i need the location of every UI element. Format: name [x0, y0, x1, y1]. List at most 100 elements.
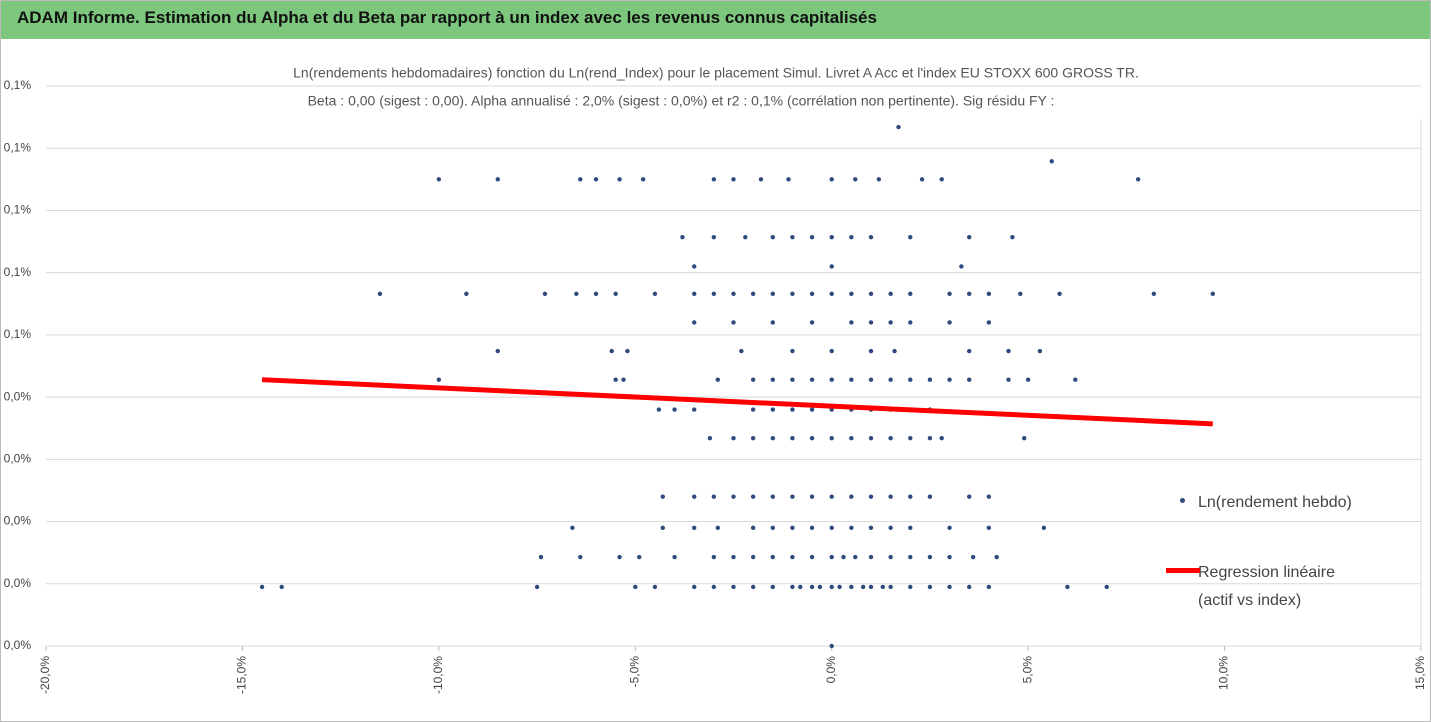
- scatter-point: [731, 177, 736, 182]
- regression-line: [261, 377, 1213, 427]
- scatter-point: [770, 377, 775, 382]
- x-tick-label: -20,0%: [38, 656, 52, 694]
- scatter-point: [829, 348, 834, 354]
- scatter-point: [809, 377, 815, 382]
- scatter-point: [640, 177, 646, 182]
- scatter-point: [798, 584, 803, 590]
- scatter-point: [672, 407, 677, 412]
- scatter-point: [829, 435, 834, 441]
- scatter-point: [908, 235, 913, 240]
- scatter-point: [750, 554, 756, 560]
- x-tick-label: 0,0%: [824, 656, 838, 684]
- scatter-point: [534, 584, 540, 590]
- scatter-point: [849, 584, 854, 590]
- scatter-point: [1025, 377, 1031, 382]
- scatter-point: [538, 554, 544, 560]
- scatter-point: [621, 377, 626, 382]
- scatter-point: [868, 291, 874, 297]
- scatter-point: [829, 525, 834, 530]
- scatter-point: [770, 320, 775, 325]
- scatter-point: [967, 584, 972, 590]
- scatter-point: [947, 584, 952, 590]
- scatter-point: [731, 554, 736, 560]
- scatter-point: [849, 525, 854, 530]
- scatter-point: [829, 235, 834, 240]
- scatter-point: [809, 235, 815, 240]
- scatter-point: [853, 177, 858, 182]
- scatter-point: [986, 584, 992, 590]
- scatter-point: [711, 235, 717, 240]
- scatter-point: [986, 525, 992, 530]
- scatter-point: [1010, 235, 1015, 240]
- scatter-point: [809, 291, 815, 297]
- scatter-point: [829, 494, 834, 499]
- scatter-point: [809, 320, 815, 325]
- scatter-point: [790, 435, 795, 441]
- scatter-point: [908, 554, 913, 560]
- scatter-point: [876, 177, 882, 182]
- scatter-point: [967, 291, 972, 297]
- scatter-point: [750, 494, 756, 499]
- scatter-point: [849, 435, 854, 441]
- scatter-point: [908, 525, 913, 530]
- scatter-point: [1210, 291, 1215, 297]
- scatter-point: [1135, 177, 1141, 182]
- scatter-point: [880, 584, 885, 590]
- scatter-point: [919, 177, 925, 182]
- y-tick-label: 0,0%: [4, 452, 32, 466]
- scatter-point: [927, 494, 933, 499]
- scatter-point: [617, 554, 622, 560]
- scatter-point: [888, 525, 893, 530]
- scatter-point: [750, 435, 756, 441]
- scatter-point: [896, 124, 901, 130]
- y-tick-label: 0,1%: [4, 265, 32, 279]
- scatter-point: [829, 643, 834, 649]
- scatter-point: [731, 320, 736, 325]
- scatter-point: [868, 235, 874, 240]
- scatter-point: [1151, 291, 1157, 297]
- scatter-point: [743, 235, 748, 240]
- scatter-point: [770, 494, 775, 499]
- scatter-point: [986, 494, 992, 499]
- scatter-point: [542, 291, 548, 297]
- scatter-point: [888, 291, 893, 297]
- legend-item: Ln(rendement hebdo): [1166, 489, 1396, 517]
- legend-label: Ln(rendement hebdo): [1198, 494, 1352, 511]
- scatter-point: [1018, 291, 1023, 297]
- scatter-point: [739, 348, 744, 354]
- x-tick-label: -15,0%: [235, 656, 249, 694]
- scatter-point: [711, 177, 717, 182]
- scatter-point: [1041, 525, 1047, 530]
- scatter-point: [570, 525, 575, 530]
- scatter-point: [1006, 348, 1011, 354]
- scatter-point: [868, 348, 874, 354]
- scatter-point: [633, 584, 638, 590]
- scatter-point: [652, 584, 658, 590]
- x-tick-label: 5,0%: [1020, 656, 1034, 684]
- scatter-point: [970, 554, 976, 560]
- scatter-point: [939, 435, 944, 441]
- scatter-point: [868, 435, 874, 441]
- scatter-point: [809, 525, 815, 530]
- scatter-point: [888, 584, 893, 590]
- scatter-point: [609, 348, 614, 354]
- scatter-point: [637, 554, 642, 560]
- x-tick-label: 15,0%: [1413, 656, 1427, 690]
- scatter-point: [1057, 291, 1062, 297]
- scatter-point: [959, 264, 964, 269]
- scatter-point: [758, 177, 764, 182]
- scatter-point: [617, 177, 622, 182]
- scatter-point: [495, 177, 500, 182]
- scatter-point: [464, 291, 469, 297]
- scatter-point: [849, 494, 854, 499]
- scatter-point: [927, 554, 933, 560]
- scatter-point: [809, 407, 815, 412]
- x-tick-label: 10,0%: [1217, 656, 1231, 690]
- scatter-point: [1006, 377, 1011, 382]
- scatter-point: [692, 525, 697, 530]
- scatter-point: [892, 348, 897, 354]
- scatter-point: [853, 554, 858, 560]
- scatter-point: [711, 554, 717, 560]
- scatter-point: [868, 377, 874, 382]
